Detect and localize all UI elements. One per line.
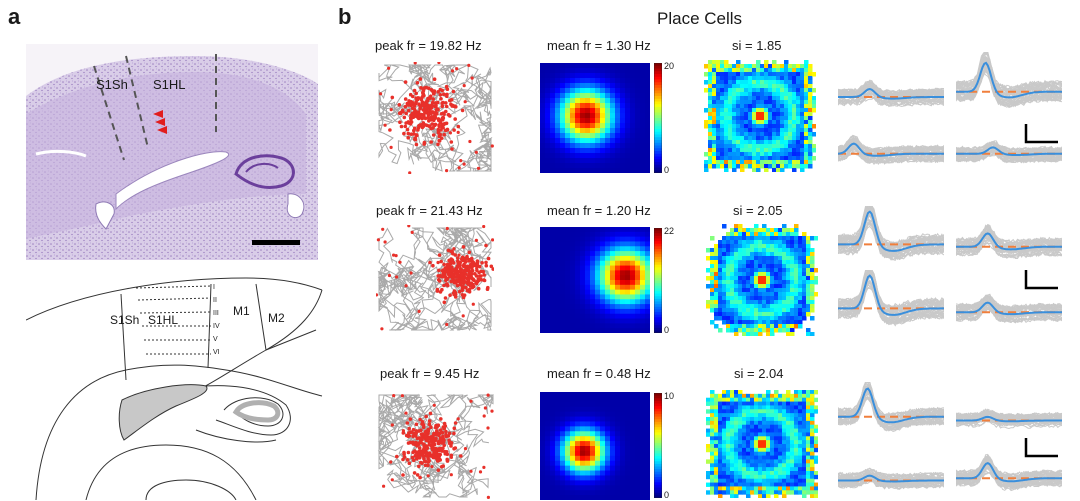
cell-3-waveform-3 bbox=[838, 467, 944, 490]
cell-3-colorbar bbox=[654, 393, 662, 498]
cell-1-colorbar bbox=[654, 63, 662, 173]
cell-2-colorbar bbox=[654, 228, 662, 333]
layer-label-5: V bbox=[213, 336, 218, 343]
schematic-label-s1sh: S1Sh bbox=[110, 313, 140, 327]
cell-3-mean-fr: mean fr = 0.48 Hz bbox=[547, 366, 651, 381]
cell-3-autocorrelogram bbox=[706, 390, 818, 498]
cell-1-colorbar-min: 0 bbox=[664, 165, 670, 175]
schematic-label-s1hl: S1HL bbox=[148, 313, 179, 327]
layer-label-4: IV bbox=[213, 323, 220, 330]
cell-2-trajectory-plot bbox=[376, 225, 494, 332]
cell-3-colorbar-max: 10 bbox=[664, 391, 675, 401]
cell-1-peak-fr: peak fr = 19.82 Hz bbox=[375, 38, 482, 53]
cell-1-rate-map bbox=[540, 63, 650, 173]
cell-1-si: si = 1.85 bbox=[732, 38, 782, 53]
cell-1-mean-fr: mean fr = 1.30 Hz bbox=[547, 38, 651, 53]
cell-2-colorbar-max: 22 bbox=[664, 226, 675, 236]
cell-1-scale-bar bbox=[1024, 124, 1058, 144]
histology-label-s1sh: S1Sh bbox=[96, 77, 128, 92]
cell-3-scale-bar bbox=[1024, 438, 1058, 458]
schematic-label-m2: M2 bbox=[268, 311, 285, 325]
panel-b-letter: b bbox=[338, 4, 352, 29]
cell-1-autocorrelogram bbox=[704, 60, 816, 172]
cell-2-waveform-2 bbox=[956, 223, 1062, 260]
cell-2-waveform-4 bbox=[956, 293, 1062, 324]
cell-3-waveform-1 bbox=[838, 382, 944, 433]
cell-1-trajectory-plot bbox=[378, 62, 494, 174]
layer-label-6: VI bbox=[213, 349, 220, 356]
cell-3-trajectory-plot bbox=[377, 393, 494, 499]
cell-3-peak-fr: peak fr = 9.45 Hz bbox=[380, 366, 480, 381]
cell-1-waveform-2 bbox=[956, 52, 1062, 109]
cortical-layer-labels: I II III IV V VI bbox=[213, 281, 220, 359]
cell-2-rate-map bbox=[540, 227, 650, 333]
cell-3-waveform-4 bbox=[956, 453, 1062, 492]
brain-schematic bbox=[26, 277, 323, 500]
cell-2-scale-bar bbox=[1024, 270, 1058, 290]
cell-1-waveform-1 bbox=[838, 79, 944, 108]
schematic-label-m1: M1 bbox=[233, 304, 250, 318]
cell-2-waveform-3 bbox=[838, 270, 944, 327]
layer-label-1: I bbox=[213, 284, 215, 291]
cell-2-colorbar-min: 0 bbox=[664, 325, 670, 335]
layer-label-3: III bbox=[213, 310, 219, 317]
cell-2-waveform-1 bbox=[838, 206, 944, 261]
panel-a-letter: a bbox=[8, 4, 21, 29]
cell-2-si: si = 2.05 bbox=[733, 203, 783, 218]
layer-label-2: II bbox=[213, 297, 217, 304]
cell-3-waveform-2 bbox=[956, 408, 1062, 430]
cell-2-mean-fr: mean fr = 1.20 Hz bbox=[547, 203, 651, 218]
cell-3-rate-map bbox=[540, 392, 650, 500]
cell-1-waveform-4 bbox=[956, 140, 1062, 164]
panel-b-title: Place Cells bbox=[657, 9, 743, 28]
cell-3-colorbar-min: 0 bbox=[664, 490, 670, 500]
histology-image bbox=[26, 44, 318, 260]
cell-2-peak-fr: peak fr = 21.43 Hz bbox=[376, 203, 483, 218]
histology-label-s1hl: S1HL bbox=[153, 77, 186, 92]
cell-3-si: si = 2.04 bbox=[734, 366, 784, 381]
cell-2-autocorrelogram bbox=[706, 224, 818, 336]
cell-1-waveform-3 bbox=[838, 134, 944, 166]
cell-1-colorbar-max: 20 bbox=[664, 61, 675, 71]
